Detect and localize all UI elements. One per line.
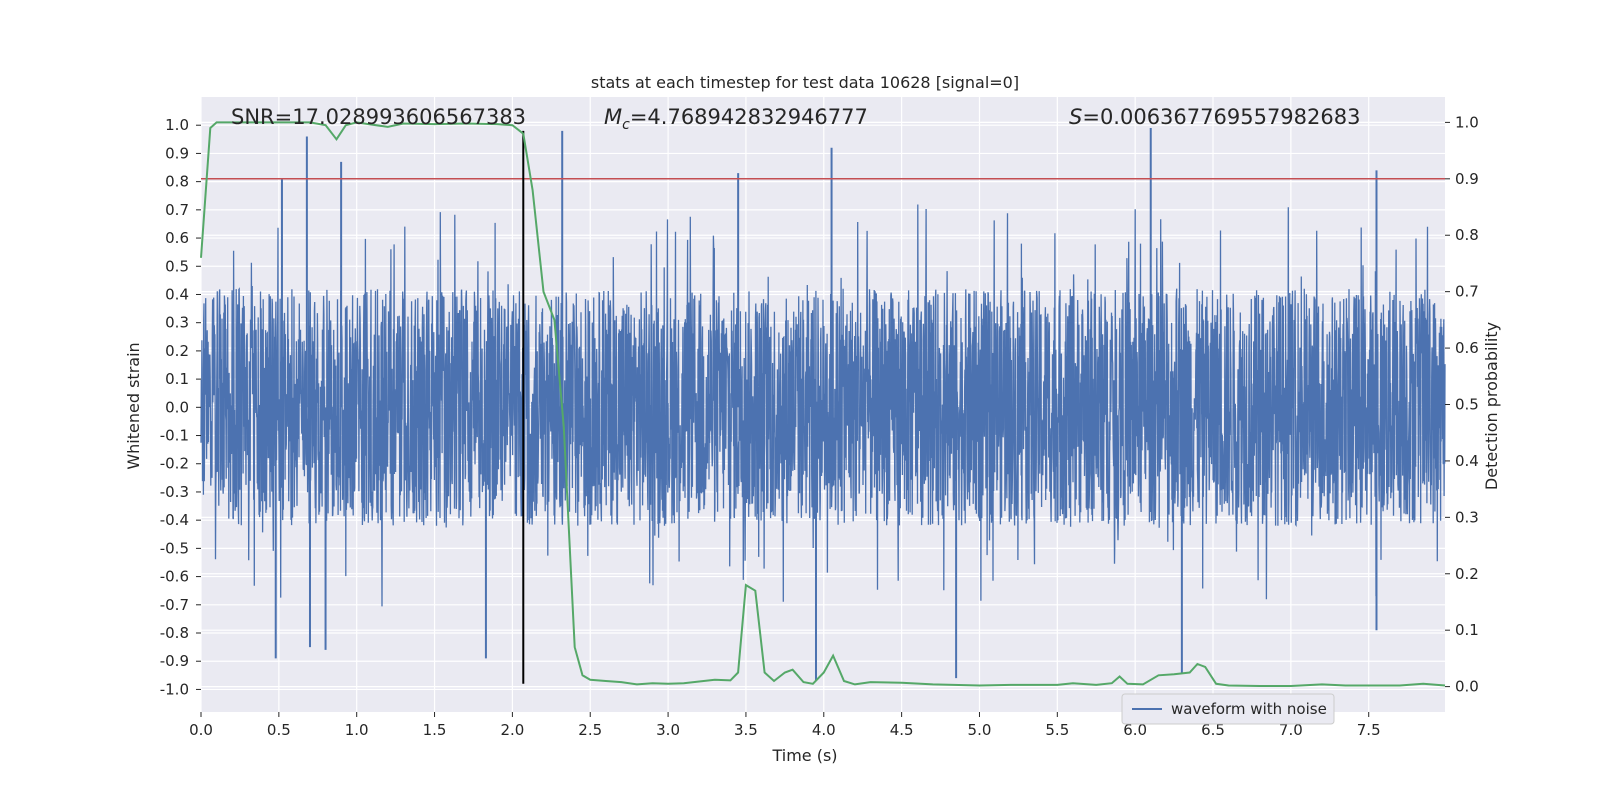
y-tick-label-left: 1.0 (165, 116, 189, 134)
s-value: =0.006367769557982683 (1082, 105, 1360, 129)
x-tick-label: 7.5 (1357, 721, 1381, 739)
y-tick-label-right: 0.1 (1455, 621, 1479, 639)
y-tick-label-left: -0.2 (160, 455, 189, 473)
x-tick-label: 4.0 (812, 721, 836, 739)
y-tick-label-left: -0.8 (160, 624, 189, 642)
y-tick-label-left: 0.2 (165, 342, 189, 360)
legend-box (1121, 693, 1335, 725)
x-tick-label: 5.0 (968, 721, 992, 739)
y-tick-label-right: 0.3 (1455, 508, 1479, 526)
y-tick-label-left: -0.3 (160, 483, 189, 501)
x-tick-label: 4.5 (890, 721, 914, 739)
y-tick-label-right: 0.4 (1455, 452, 1479, 470)
y-tick-label-left: -0.6 (160, 568, 189, 586)
chirp-mass-annotation: Mc=4.768942832946777 (604, 105, 868, 133)
y-tick-label-left: 0.6 (165, 229, 189, 247)
y-tick-label-left: 0.8 (165, 173, 189, 191)
x-tick-label: 1.0 (345, 721, 369, 739)
x-tick-label: 7.0 (1279, 721, 1303, 739)
x-tick-label: 1.5 (423, 721, 447, 739)
x-tick-label: 3.5 (734, 721, 758, 739)
y-axis-label-left: Whitened strain (124, 342, 143, 469)
s-symbol: S (1069, 105, 1082, 129)
y-tick-label-left: -0.5 (160, 539, 189, 557)
x-tick-label: 2.5 (578, 721, 602, 739)
y-tick-label-right: 0.7 (1455, 283, 1479, 301)
y-tick-label-right: 0.9 (1455, 170, 1479, 188)
chirp-mass-subscript: c (622, 117, 630, 133)
y-tick-label-right: 0.0 (1455, 678, 1479, 696)
y-tick-label-right: 0.2 (1455, 565, 1479, 583)
snr-annotation: SNR=17.028993606567383 (231, 105, 526, 129)
y-tick-label-left: 0.0 (165, 398, 189, 416)
series-waveform-with-noise (200, 128, 1446, 681)
series-detection-probability (200, 121, 1446, 687)
y-tick-label-left: 0.3 (165, 314, 189, 332)
x-axis-label: Time (s) (771, 746, 837, 765)
overlay-lines (201, 130, 1445, 684)
y-tick-label-left: 0.4 (165, 285, 189, 303)
y-tick-label-left: -0.1 (160, 427, 189, 445)
legend-label: waveform with noise (1171, 700, 1327, 718)
y-tick-label-left: 0.1 (165, 370, 189, 388)
probability-line (200, 121, 1446, 687)
y-tick-label-left: -0.7 (160, 596, 189, 614)
x-tick-label: 2.0 (500, 721, 524, 739)
x-tick-label: 3.0 (656, 721, 680, 739)
chart-title: stats at each timestep for test data 106… (591, 73, 1019, 92)
legend: waveform with noise (1121, 693, 1335, 725)
x-tick-label: 6.0 (1123, 721, 1147, 739)
x-tick-label: 0.5 (267, 721, 291, 739)
x-tick-label: 6.5 (1201, 721, 1225, 739)
x-tick-label: 0.0 (189, 721, 213, 739)
chirp-mass-value: =4.768942832946777 (630, 105, 868, 129)
y-tick-label-right: 0.6 (1455, 339, 1479, 357)
y-tick-label-left: 0.5 (165, 257, 189, 275)
y-tick-label-left: 0.9 (165, 144, 189, 162)
y-tick-label-right: 0.8 (1455, 226, 1479, 244)
y-tick-label-left: -0.4 (160, 511, 189, 529)
x-tick-label: 5.5 (1045, 721, 1069, 739)
y-axis-label-right: Detection probability (1482, 322, 1501, 490)
axis-ticks: 0.0 0.5 1.0 1.5 2.0 2.5 3.0 3.5 4.0 4.5 5.0 5.5 6.0 6… (160, 113, 1479, 739)
y-tick-label-left: -0.9 (160, 652, 189, 670)
y-tick-label-left: 0.7 (165, 201, 189, 219)
s-annotation: S=0.006367769557982683 (1069, 105, 1360, 129)
y-tick-label-left: -1.0 (160, 680, 189, 698)
chirp-mass-symbol: M (604, 105, 622, 129)
waveform-trace (200, 204, 1446, 607)
y-tick-label-right: 1.0 (1455, 113, 1479, 131)
y-tick-label-right: 0.5 (1455, 396, 1479, 414)
